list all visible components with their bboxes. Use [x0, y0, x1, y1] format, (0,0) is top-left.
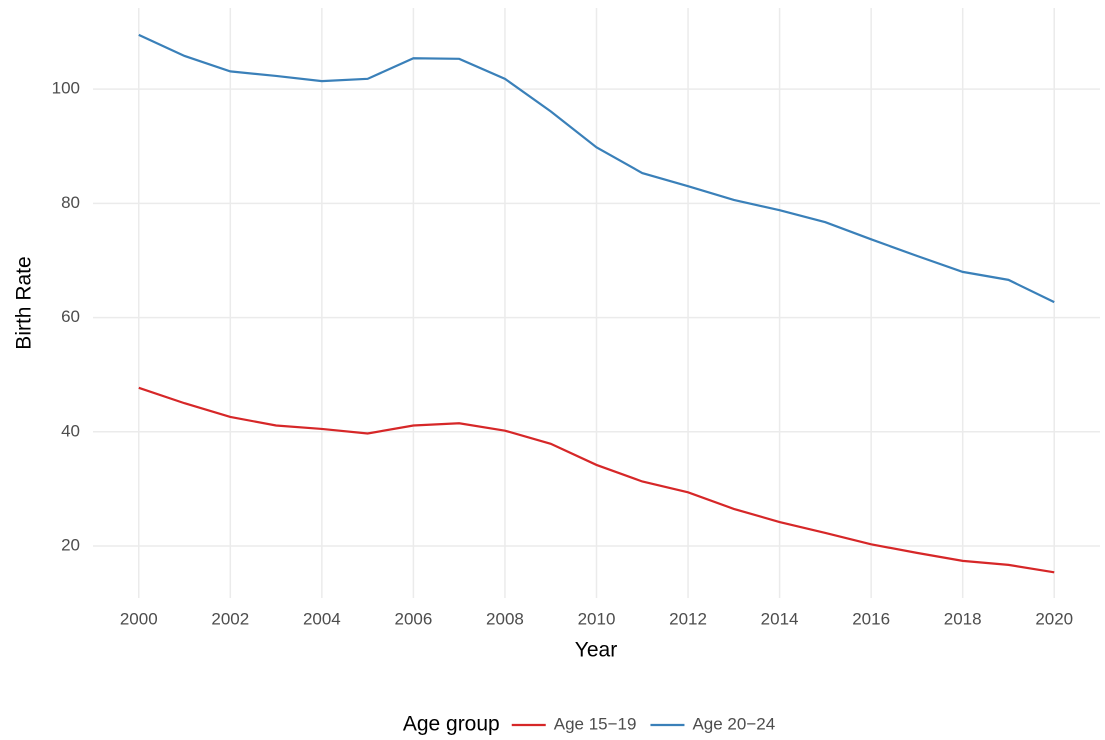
x-tick-label: 2010	[578, 609, 616, 628]
legend-title: Age group	[403, 713, 500, 736]
line	[138, 33, 1055, 304]
x-tick-label: 2000	[120, 609, 158, 628]
y-axis-title: Birth Rate	[13, 256, 36, 349]
y-tick-label: 60	[61, 307, 80, 326]
x-tick-label: 2002	[211, 609, 249, 628]
y-tick-label: 80	[61, 193, 80, 212]
x-axis-title: Year	[575, 639, 617, 662]
line	[138, 386, 1055, 574]
x-tick-label: 2004	[303, 609, 341, 628]
x-tick-label: 2006	[394, 609, 432, 628]
y-tick-label: 40	[61, 421, 80, 440]
legend-label: Age 20−24	[692, 714, 775, 733]
x-tick-label: 2016	[852, 609, 890, 628]
x-tick-label: 2008	[486, 609, 524, 628]
x-tick-label: 2020	[1035, 609, 1073, 628]
legend-label: Age 15−19	[554, 714, 637, 733]
x-tick-label: 2014	[761, 609, 799, 628]
y-tick-label: 100	[52, 79, 80, 98]
y-tick-label: 20	[61, 536, 80, 555]
x-tick-label: 2012	[669, 609, 707, 628]
x-tick-label: 2018	[944, 609, 982, 628]
